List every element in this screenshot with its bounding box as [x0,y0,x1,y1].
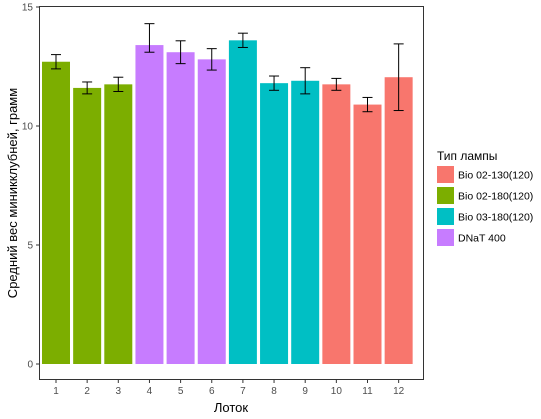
x-tick-label: 8 [271,386,277,397]
error-bar [300,67,311,95]
bar [291,80,320,364]
x-axis: 1 2 3 4 5 6 7 8 9 10 11 12 [53,379,405,397]
legend-title: Тип лампы [437,149,497,163]
error-bar [362,96,373,113]
legend-label: Bio 02-180(120) [458,191,533,203]
bar [228,40,257,364]
y-tick-label: 15 [22,3,34,14]
x-tick-label: 2 [84,386,90,397]
error-bar [144,23,155,53]
x-axis-title: Лоток [214,400,249,415]
bar [104,84,133,364]
x-tick-label: 5 [178,386,184,397]
bar [166,52,195,364]
y-tick-label: 5 [27,241,33,252]
error-bar [175,40,186,65]
legend-swatch [437,187,454,204]
x-tick-label: 12 [393,386,405,397]
error-bar [237,32,248,48]
x-tick-label: 10 [331,386,343,397]
x-tick-label: 11 [362,386,373,397]
x-tick-label: 6 [209,386,215,397]
bars-layer [42,40,413,365]
error-bar [113,76,124,92]
y-tick-label: 0 [27,360,33,371]
bar [322,84,351,364]
error-bar [269,75,280,91]
x-tick-label: 7 [240,386,246,397]
x-tick-label: 9 [302,386,308,397]
legend-item: Bio 02-130(120) [437,166,533,183]
bar [135,45,164,364]
legend-item: DNaT 400 [437,229,506,246]
bar [42,61,70,365]
x-tick-label: 3 [116,386,122,397]
bar [73,87,102,365]
legend-swatch [437,166,454,183]
legend-item: Bio 02-180(120) [437,187,533,204]
legend: Тип лампы Bio 02-130(120) Bio 02-180(120)… [437,149,533,246]
legend-label: DNaT 400 [458,233,506,245]
bar [384,77,413,365]
error-bar [331,77,342,91]
legend-swatch [437,229,454,246]
error-bar [393,43,404,112]
bar [197,59,226,365]
error-bar [206,48,217,71]
y-axis-title: Средний вес миникклубней, грамм [5,88,20,298]
bar [353,104,382,364]
y-tick-label: 10 [22,122,34,133]
error-bar [51,54,61,70]
error-bars-layer [51,23,404,113]
legend-item: Bio 03-180(120) [437,208,533,225]
error-bar [82,81,93,95]
bar [260,83,289,364]
legend-items: Bio 02-130(120) Bio 02-180(120) Bio 03-180… [437,166,533,246]
x-tick-label: 1 [53,386,59,397]
x-tick-label: 4 [147,386,153,397]
y-axis: 0 5 10 15 [22,3,40,371]
legend-label: Bio 02-130(120) [458,170,533,182]
legend-swatch [437,208,454,225]
legend-label: Bio 03-180(120) [458,212,533,224]
